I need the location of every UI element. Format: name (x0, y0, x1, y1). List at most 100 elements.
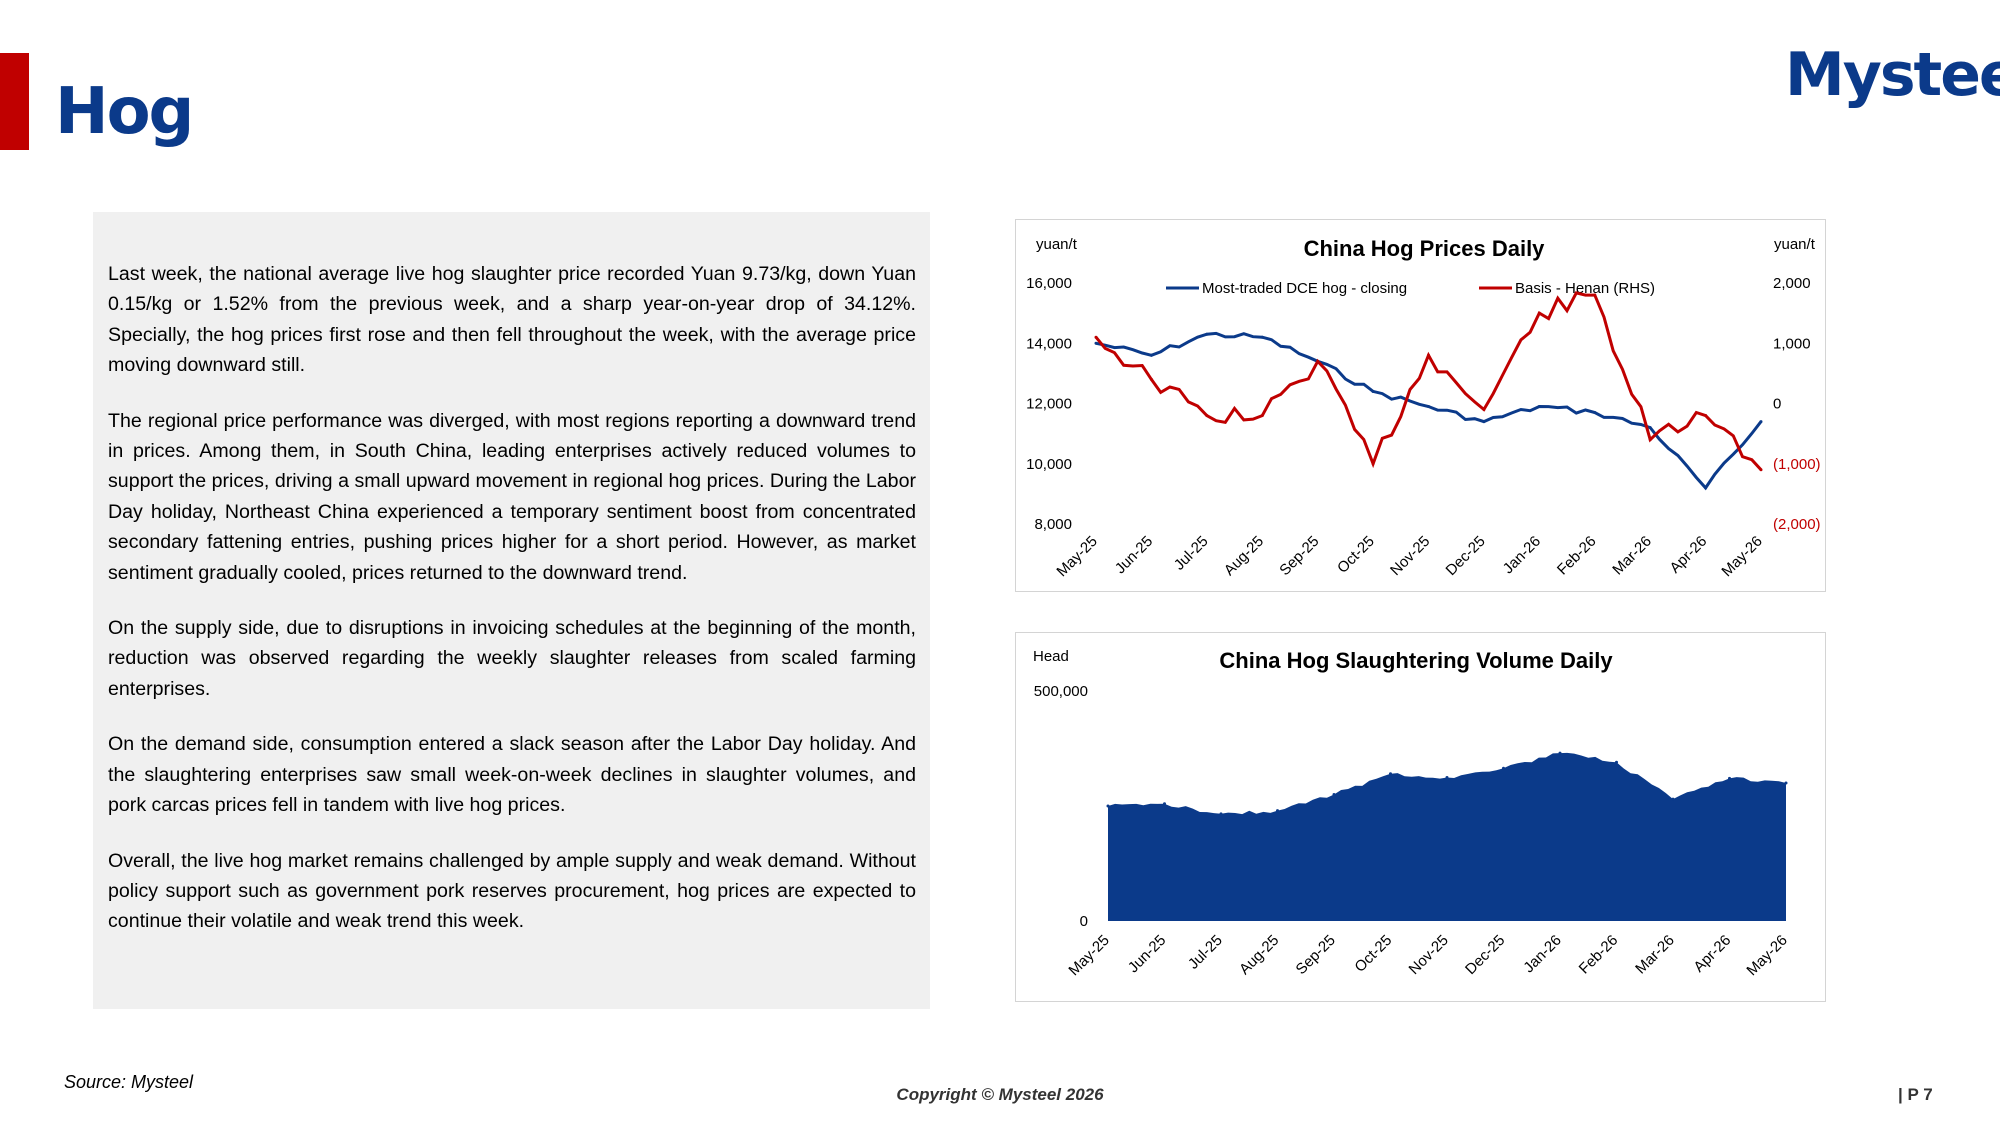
x-tick-label: Jan-26 (1500, 533, 1544, 577)
y-axis-unit-left: yuan/t (1036, 236, 1078, 253)
y-tick-label: 500,000 (1034, 683, 1088, 700)
data-point-basis (1094, 335, 1098, 339)
data-point-volume (1671, 797, 1675, 801)
hog-prices-svg: China Hog Prices Daily yuan/t yuan/t Mos… (1026, 236, 1821, 580)
data-point-volume (1728, 776, 1731, 780)
x-tick-label: Nov-25 (1406, 932, 1452, 978)
paragraph-1: Last week, the national average live hog… (108, 263, 916, 377)
x-tick-label: Aug-25 (1236, 932, 1282, 978)
legend-label-basis: Basis - Henan (RHS) (1515, 280, 1655, 297)
x-tick-label: May-25 (1065, 932, 1112, 979)
paragraph-5: Overall, the live hog market remains cha… (108, 849, 916, 933)
mysteel-logo: Mysteel (1785, 40, 2000, 110)
x-tick-label: Apr-26 (1690, 932, 1734, 976)
data-point-volume (1389, 772, 1392, 776)
data-point-dce (1648, 426, 1652, 430)
x-tick-label: Apr-26 (1667, 533, 1711, 577)
data-point-volume (1784, 781, 1788, 785)
data-point-volume (1106, 804, 1110, 808)
legend: Most-traded DCE hog - closing Basis - He… (1166, 280, 1655, 297)
hog-prices-chart: China Hog Prices Daily yuan/t yuan/t Mos… (1015, 219, 1826, 592)
source-note: Source: Mysteel (64, 1072, 194, 1092)
paragraph-3: On the supply side, due to disruptions i… (108, 617, 916, 700)
commentary-panel: Last week, the national average live hog… (93, 212, 930, 1009)
data-point-basis (1427, 353, 1430, 357)
data-point-basis (1593, 293, 1597, 297)
y-axis-unit: Head (1033, 648, 1069, 665)
series-line-basis-henan (1094, 291, 1763, 471)
x-tick-label: May-26 (1743, 932, 1790, 979)
data-point-basis (1316, 359, 1320, 363)
data-point-basis (1648, 438, 1652, 442)
data-point-basis (1260, 414, 1264, 418)
x-tick-label: Feb-26 (1554, 533, 1600, 579)
data-point-dce (1371, 389, 1375, 393)
x-tick-label: May-26 (1718, 533, 1765, 580)
data-point-dce (1537, 405, 1541, 409)
x-tick-label: Sep-25 (1293, 932, 1339, 978)
data-point-volume (1445, 775, 1449, 779)
x-tick-label: Mar-26 (1632, 932, 1678, 978)
legend-label-dce: Most-traded DCE hog - closing (1202, 280, 1407, 297)
data-point-volume (1332, 793, 1336, 796)
data-point-dce (1593, 411, 1597, 415)
data-point-volume (1219, 812, 1223, 816)
data-point-basis (1149, 377, 1153, 381)
x-tick-label: Jul-25 (1171, 533, 1212, 574)
data-point-basis (1537, 311, 1541, 315)
x-tick-label: Jan-26 (1520, 932, 1564, 976)
data-point-dce (1427, 405, 1430, 409)
data-point-volume (1502, 766, 1505, 770)
data-point-basis (1205, 414, 1209, 418)
y-tick-label: 14,000 (1026, 335, 1072, 352)
data-point-dce (1205, 332, 1209, 336)
x-tick-label: Dec-25 (1443, 533, 1489, 579)
y-tick-label: 16,000 (1026, 275, 1072, 292)
y2-tick-label: (1,000) (1773, 456, 1821, 473)
x-tick-label: Jul-25 (1185, 932, 1226, 973)
data-point-dce (1260, 335, 1264, 339)
data-point-dce (1759, 420, 1763, 424)
data-point-basis (1759, 468, 1763, 472)
slaughter-volume-chart: China Hog Slaughtering Volume Daily Head… (1015, 632, 1826, 1002)
y-tick-label: 10,000 (1026, 456, 1072, 473)
title-accent-bar (0, 53, 29, 150)
x-tick-label: Feb-26 (1576, 932, 1622, 978)
data-point-basis (1371, 462, 1375, 466)
x-tick-label: Oct-25 (1351, 932, 1395, 976)
data-point-dce (1482, 420, 1486, 424)
x-tick-label: Jun-25 (1125, 932, 1169, 976)
data-point-volume (1615, 760, 1618, 764)
paragraph-4: On the demand side, consumption entered … (108, 733, 916, 817)
x-tick-label: Sep-25 (1276, 533, 1322, 579)
x-tick-label: May-25 (1053, 533, 1100, 580)
data-point-volume (1276, 809, 1279, 813)
data-point-basis (1482, 408, 1486, 412)
y-axis-unit-right: yuan/t (1774, 236, 1816, 253)
chart-title: China Hog Prices Daily (1304, 236, 1546, 261)
series-area-slaughter-volume (1108, 752, 1786, 921)
data-point-dce (1704, 486, 1708, 490)
x-tick-label: Oct-25 (1334, 533, 1378, 577)
paragraph-2: The regional price performance was diver… (108, 409, 916, 584)
y2-tick-label: 2,000 (1773, 275, 1811, 292)
copyright: Copyright © Mysteel 2026 (896, 1085, 1104, 1104)
y2-tick-label: 1,000 (1773, 335, 1811, 352)
y2-tick-label: 0 (1773, 396, 1781, 413)
chart-title: China Hog Slaughtering Volume Daily (1219, 648, 1613, 673)
x-tick-label: Jun-25 (1112, 533, 1156, 577)
x-tick-label: Dec-25 (1462, 932, 1508, 978)
data-point-dce (1094, 341, 1098, 345)
y-tick-label: 8,000 (1034, 516, 1072, 533)
data-point-volume (1163, 802, 1166, 806)
data-point-basis (1704, 414, 1708, 418)
y2-tick-label: (2,000) (1773, 516, 1821, 533)
x-tick-label: Nov-25 (1387, 533, 1433, 579)
y-tick-label: 12,000 (1026, 396, 1072, 413)
data-point-volume (1558, 751, 1562, 755)
x-tick-label: Mar-26 (1609, 533, 1655, 579)
x-tick-label: Aug-25 (1221, 533, 1267, 579)
page-title: Hog (55, 75, 194, 149)
slaughter-volume-svg: China Hog Slaughtering Volume Daily Head… (1033, 648, 1791, 979)
data-point-dce (1149, 353, 1153, 357)
